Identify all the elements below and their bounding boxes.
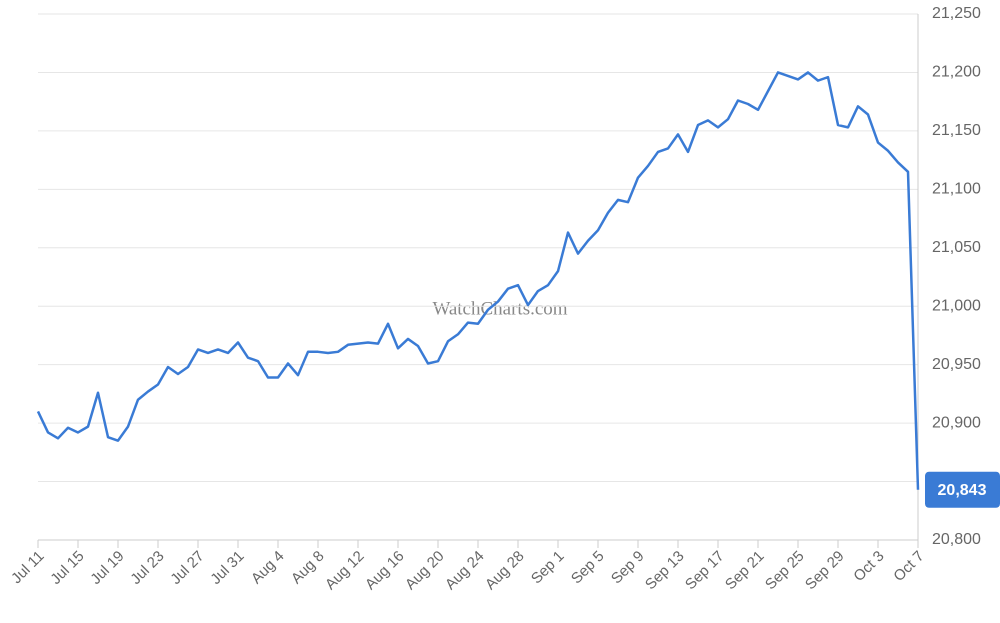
y-tick-label: 21,000 [932, 297, 981, 314]
y-tick-label: 20,900 [932, 414, 981, 431]
x-tick-label: Aug 24 [442, 548, 488, 594]
y-tick-label: 21,050 [932, 239, 981, 256]
x-tick-label: Oct 7 [890, 548, 927, 585]
y-tick-label: 20,950 [932, 356, 981, 373]
x-tick-label: Sep 21 [722, 548, 768, 594]
x-tick-label: Aug 20 [402, 548, 448, 594]
x-tick-label: Aug 28 [482, 548, 528, 594]
x-tick-label: Aug 16 [362, 548, 408, 594]
value-badge [925, 471, 1000, 508]
y-tick-label: 20,800 [932, 531, 981, 548]
value-label: 20,843 [938, 482, 987, 499]
y-tick-label: 21,200 [932, 64, 981, 81]
line [36, 71, 920, 490]
x-tick-label: Jul 11 [8, 548, 48, 588]
x-tick-label: Oct 3 [850, 548, 887, 585]
x-tick-label: Sep 13 [642, 548, 688, 594]
x-tick-label: Jul 23 [127, 548, 167, 588]
x-tick-label: Sep 5 [568, 548, 608, 588]
y-tick-label: 21,150 [932, 122, 981, 139]
watermark: WatchCharts.com [432, 298, 567, 319]
x-tick-label: Aug 12 [322, 548, 368, 594]
x-tick-label: Jul 27 [167, 548, 207, 588]
x-tick-label: Jul 15 [47, 548, 87, 588]
x-tick-label: Jul 31 [207, 548, 247, 588]
x-tick-label: Sep 25 [762, 548, 808, 594]
x-tick-label: Aug 4 [248, 548, 288, 588]
x-tick-label: Jul 19 [87, 548, 127, 588]
x-tick-label: Sep 29 [802, 548, 848, 594]
x-tick-label: Sep 17 [682, 548, 728, 594]
y-tick-label: 21,100 [932, 181, 981, 198]
x-tick-label: Sep 1 [528, 548, 568, 588]
y-tick-label: 21,250 [932, 5, 981, 22]
